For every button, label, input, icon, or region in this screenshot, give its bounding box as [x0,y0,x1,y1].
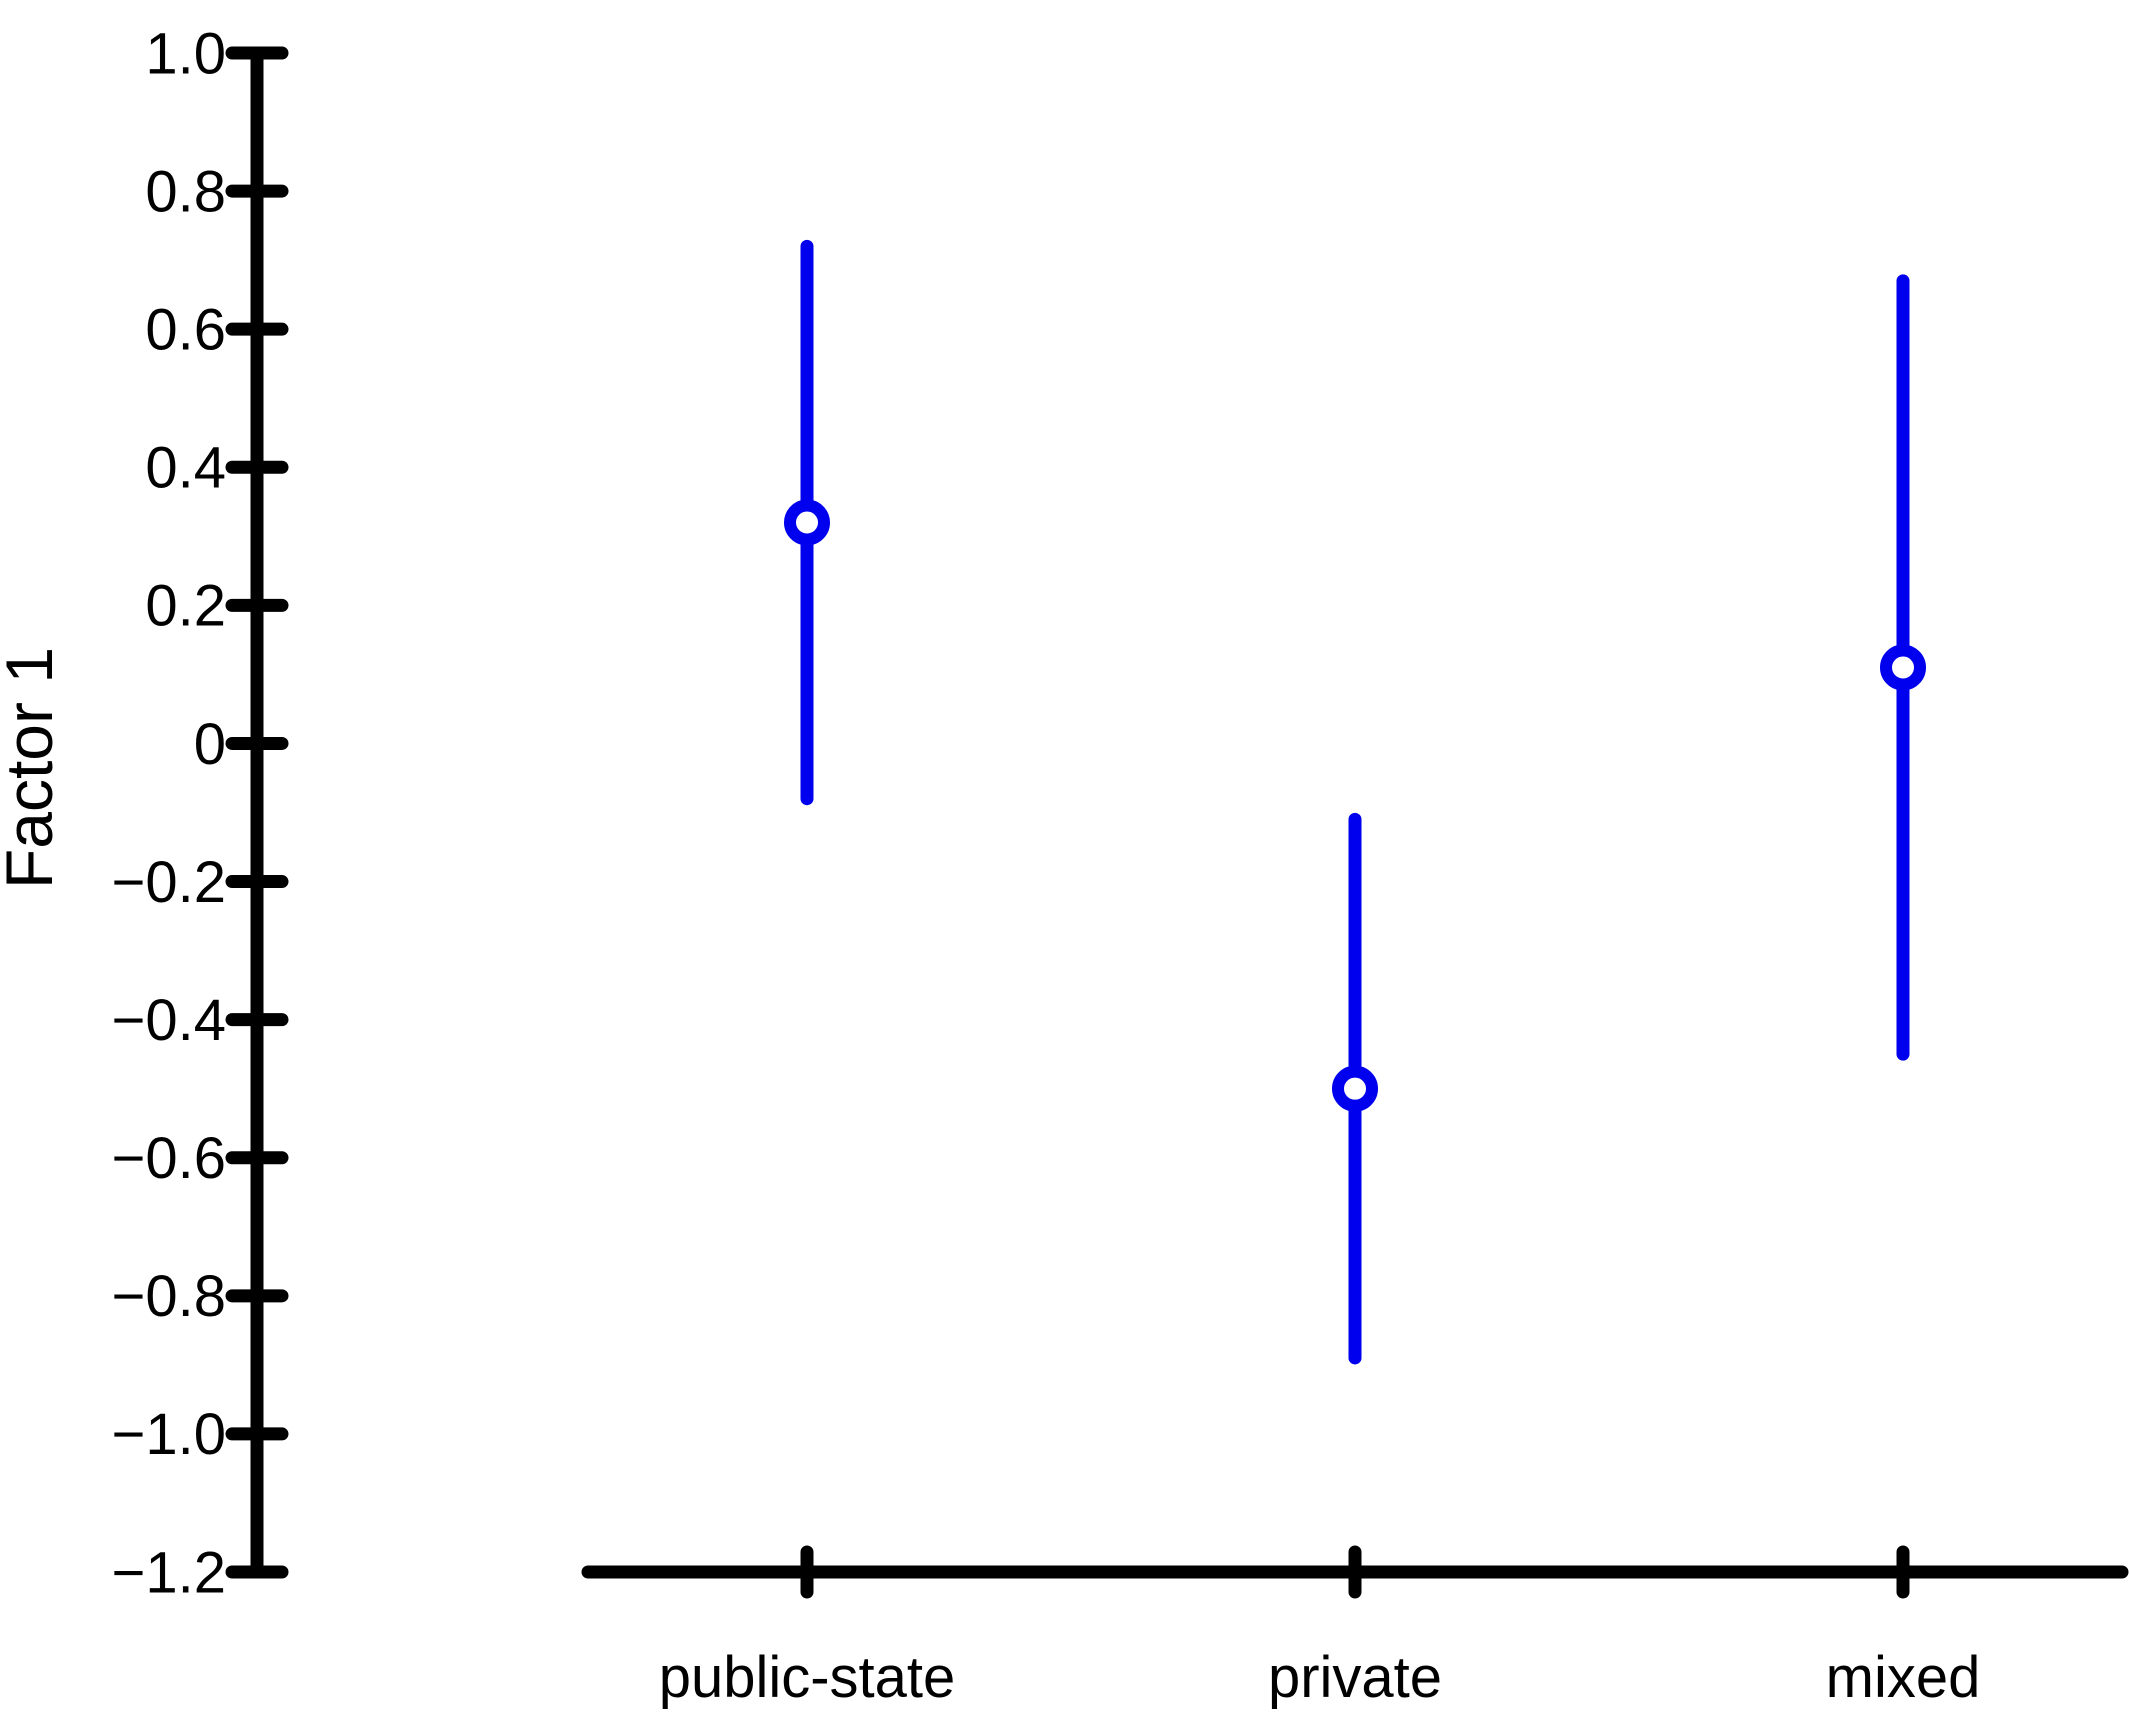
y-axis-tick-label: 0.2 [145,574,226,639]
y-axis-tick-label: 0 [194,712,226,777]
x-axis-category-label-mixed: mixed [1826,1645,1981,1710]
y-axis-tick-label: −0.2 [112,850,227,915]
x-axis-category-label-private: private [1268,1645,1442,1710]
y-axis-tick-label: −0.6 [112,1126,227,1191]
y-axis-tick-label: 0.6 [145,297,226,362]
y-axis-tick-label: 0.8 [145,159,226,224]
point-marker-public-state [784,499,830,546]
y-axis-tick-label: −0.4 [112,988,227,1053]
point-marker-private [1332,1065,1378,1112]
y-axis-tick-label: 1.0 [145,21,226,86]
point-marker-mixed [1880,644,1926,691]
y-axis-title: Factor 1 [0,647,66,889]
x-axis-category-label-public-state: public-state [659,1645,956,1710]
y-axis-tick-label: −0.8 [112,1264,227,1329]
y-axis-tick-label: −1.0 [112,1402,227,1467]
y-axis-tick-label: −1.2 [112,1540,227,1605]
y-axis-tick-label: 0.4 [145,436,226,501]
